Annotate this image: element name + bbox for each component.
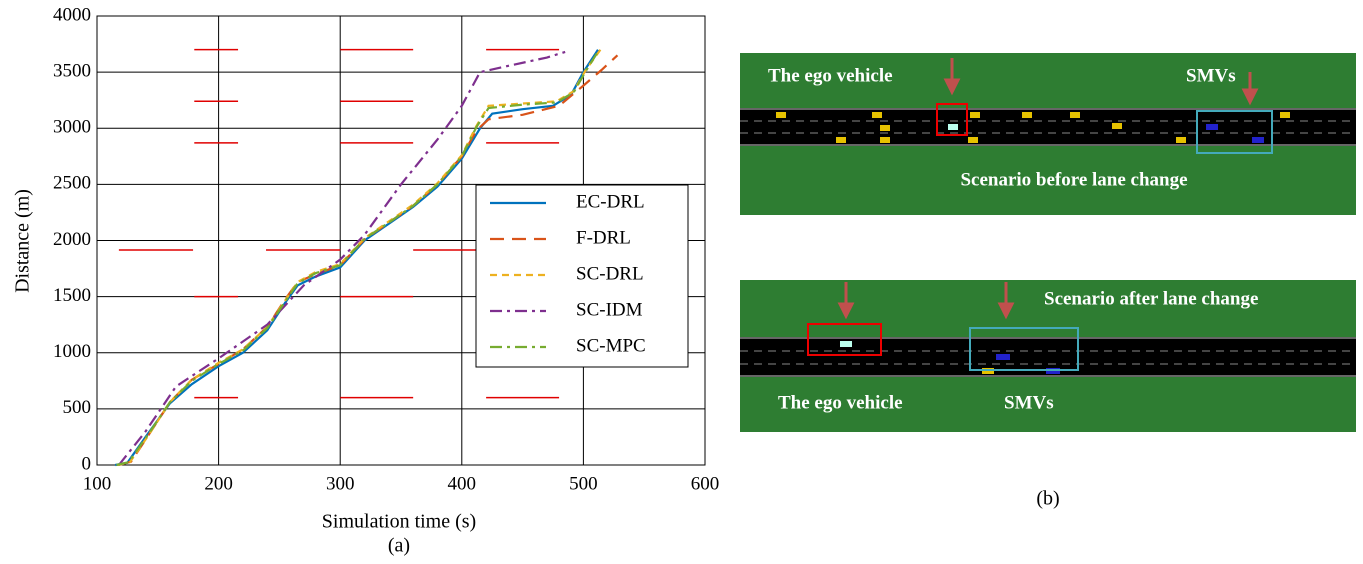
y-tick-label: 0 <box>82 453 92 474</box>
x-axis-label: Simulation time (s) <box>322 511 476 533</box>
y-tick-label: 3000 <box>53 117 91 138</box>
y-axis-label: Distance (m) <box>12 189 34 293</box>
y-tick-label: 1000 <box>53 341 91 362</box>
scenario-title: Scenario before lane change <box>960 169 1187 190</box>
x-tick-label: 100 <box>83 473 112 494</box>
y-tick-label: 1500 <box>53 285 91 306</box>
caption: (b) <box>1036 488 1059 510</box>
legend-label: SC-IDM <box>576 299 643 320</box>
x-tick-label: 300 <box>326 473 355 494</box>
legend-label: EC-DRL <box>576 191 645 212</box>
smv-label: SMVs <box>1004 392 1054 413</box>
x-tick-label: 200 <box>204 473 233 494</box>
y-tick-label: 500 <box>63 397 92 418</box>
y-tick-label: 3500 <box>53 60 91 81</box>
x-tick-label: 500 <box>569 473 598 494</box>
ego-vehicle <box>948 124 958 130</box>
y-tick-label: 2000 <box>53 229 91 250</box>
caption: (a) <box>388 535 410 557</box>
legend-label: F-DRL <box>576 227 631 248</box>
smv <box>1206 124 1218 130</box>
y-tick-label: 2500 <box>53 173 91 194</box>
figure: Simulation time (s) Distance (m) (a) The… <box>0 0 1363 559</box>
scenario-title: Scenario after lane change <box>1044 288 1258 309</box>
smv <box>1252 137 1264 143</box>
legend-label: SC-DRL <box>576 263 644 284</box>
scenario-bottom: Scenario after lane change The ego vehic… <box>740 280 1356 432</box>
x-tick-label: 400 <box>448 473 477 494</box>
y-tick-label: 4000 <box>53 4 91 25</box>
scenario-top: The ego vehicle SMVs Scenario before lan… <box>740 53 1356 215</box>
ego-label: The ego vehicle <box>768 65 893 86</box>
ego-label: The ego vehicle <box>778 392 903 413</box>
ego-vehicle <box>840 341 852 347</box>
x-tick-label: 600 <box>691 473 720 494</box>
legend-label: SC-MPC <box>576 335 646 356</box>
smv <box>996 354 1010 360</box>
smv-label: SMVs <box>1186 65 1236 86</box>
